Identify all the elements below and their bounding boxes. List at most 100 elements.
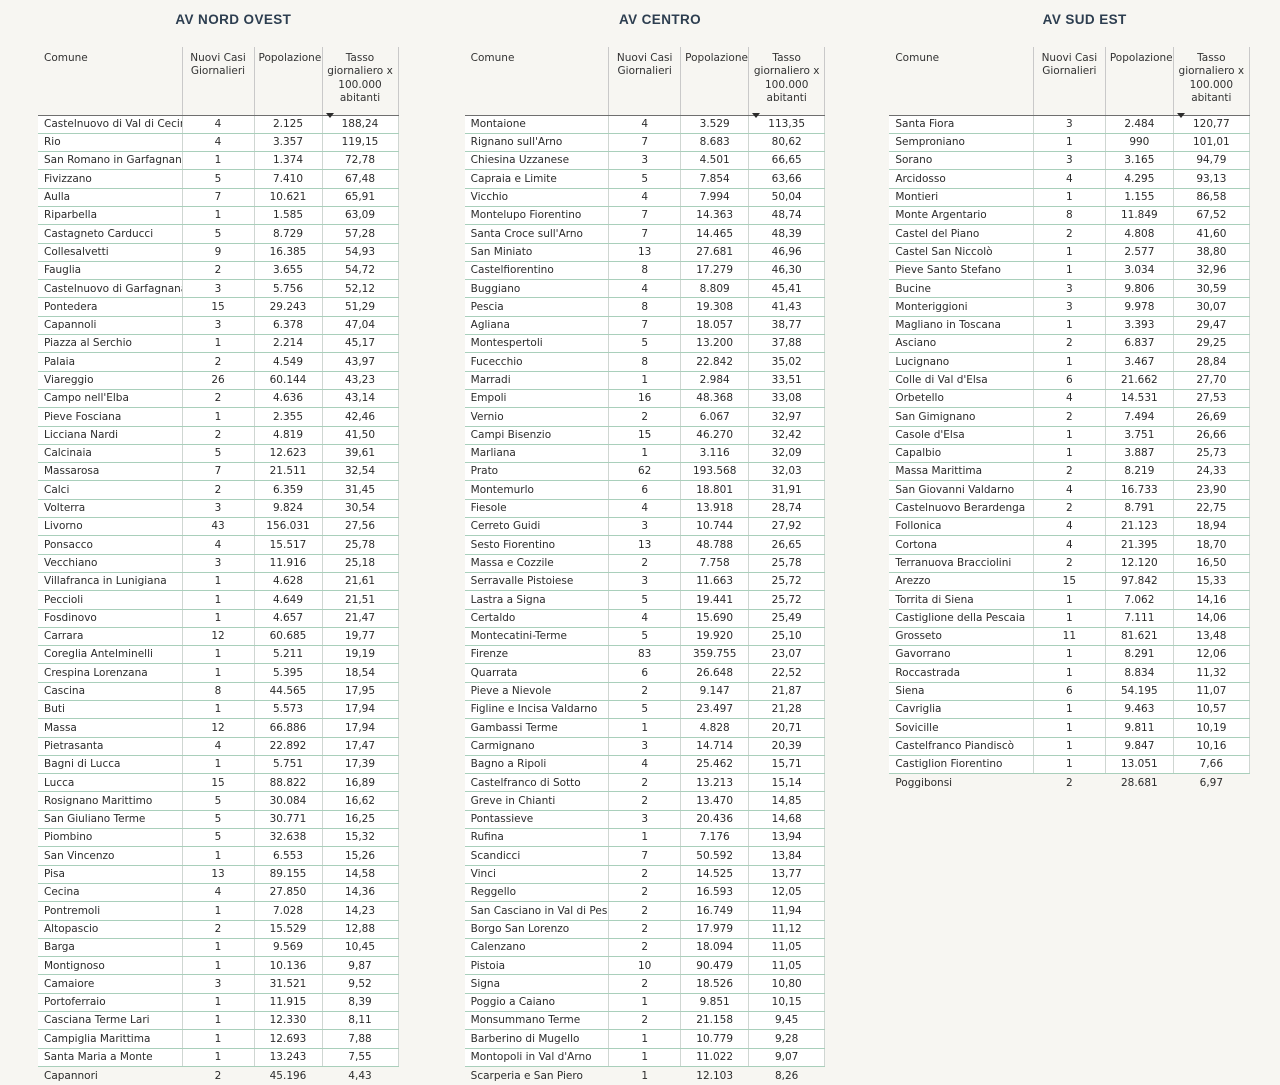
table-row[interactable]: Empoli 16 48.368 33,08 (464, 389, 826, 409)
table-row[interactable]: Pieve a Nievole 2 9.147 21,87 (464, 682, 826, 702)
table-row[interactable]: Palaia 2 4.549 43,97 (38, 352, 399, 372)
table-row[interactable]: Campi Bisenzio 15 46.270 32,42 (464, 426, 826, 445)
table-row[interactable]: Terranuova Bracciolini 2 12.120 16,50 (889, 554, 1250, 573)
table-row[interactable]: Buti 1 5.573 17,94 (38, 700, 399, 720)
table-row[interactable]: Lastra a Signa 5 19.441 25,72 (464, 590, 826, 610)
table-row[interactable]: Piazza al Serchio 1 2.214 45,17 (38, 334, 399, 354)
table-row[interactable]: Agliana 7 18.057 38,77 (464, 316, 826, 336)
table-row[interactable]: Scandicci 7 50.592 13,84 (464, 846, 826, 866)
table-row[interactable]: Pisa 13 89.155 14,58 (38, 865, 399, 884)
column-header-popolazione[interactable]: Popolazione (254, 47, 323, 116)
table-row[interactable]: Cecina 4 27.850 14,36 (38, 883, 399, 903)
table-row[interactable]: Fivizzano 5 7.410 67,48 (38, 169, 399, 189)
table-row[interactable]: Signa 2 18.526 10,80 (464, 974, 826, 994)
table-row[interactable]: Lucca 15 88.822 16,89 (38, 773, 399, 793)
table-row[interactable]: San Miniato 13 27.681 46,96 (464, 243, 826, 262)
table-row[interactable]: Santa Fiora 3 2.484 120,77 (889, 115, 1250, 134)
table-row[interactable]: Montaione 4 3.529 113,35 (464, 115, 826, 134)
table-row[interactable]: Fauglia 2 3.655 54,72 (38, 261, 399, 281)
table-row[interactable]: Ponsacco 4 15.517 25,78 (38, 535, 399, 555)
sort-descending-arrow-icon[interactable] (752, 112, 761, 118)
table-row[interactable]: Altopascio 2 15.529 12,88 (38, 920, 399, 939)
table-row[interactable]: Borgo San Lorenzo 2 17.979 11,12 (464, 920, 826, 939)
table-row[interactable]: Capalbio 1 3.887 25,73 (889, 444, 1250, 464)
table-row[interactable]: Calenzano 2 18.094 11,05 (464, 938, 826, 958)
table-row[interactable]: Massa e Cozzile 2 7.758 25,78 (464, 554, 826, 573)
table-row[interactable]: Cortona 4 21.395 18,70 (889, 535, 1250, 555)
table-row[interactable]: Rufina 1 7.176 13,94 (464, 828, 826, 848)
table-row[interactable]: Pontedera 15 29.243 51,29 (38, 297, 399, 317)
table-row[interactable]: Capannori 2 45.196 4,43 (38, 1066, 398, 1084)
table-row[interactable]: Sorano 3 3.165 94,79 (889, 151, 1250, 171)
table-row[interactable]: Montemurlo 6 18.801 31,91 (464, 480, 826, 500)
table-row[interactable]: San Giovanni Valdarno 4 16.733 23,90 (889, 480, 1250, 500)
table-row[interactable]: Pistoia 10 90.479 11,05 (464, 956, 826, 976)
table-row[interactable]: Rignano sull'Arno 7 8.683 80,62 (464, 133, 826, 153)
sort-descending-arrow-icon[interactable] (1176, 112, 1185, 118)
table-row[interactable]: Arezzo 15 97.842 15,33 (889, 572, 1250, 592)
table-row[interactable]: Coreglia Antelminelli 1 5.211 19,19 (38, 645, 399, 665)
table-row[interactable]: Pescia 8 19.308 41,43 (464, 297, 826, 317)
table-row[interactable]: Portoferraio 1 11.915 8,39 (38, 993, 399, 1013)
table-row[interactable]: Capannoli 3 6.378 47,04 (38, 316, 399, 336)
table-row[interactable]: Crespina Lorenzana 1 5.395 18,54 (38, 663, 399, 683)
table-row[interactable]: Castiglion Fiorentino 1 13.051 7,66 (889, 755, 1250, 775)
table-row[interactable]: Barberino di Mugello 1 10.779 9,28 (464, 1029, 826, 1049)
table-row[interactable]: Poggibonsi 2 28.681 6,97 (889, 774, 1249, 792)
table-row[interactable]: Reggello 2 16.593 12,05 (464, 883, 826, 903)
column-header-nuovi-casi[interactable]: Nuovi Casi Giornalieri (608, 47, 682, 116)
table-row[interactable]: Cerreto Guidi 3 10.744 27,92 (464, 517, 826, 537)
table-row[interactable]: Roccastrada 1 8.834 11,32 (889, 663, 1250, 683)
table-row[interactable]: Carmignano 3 14.714 20,39 (464, 737, 826, 756)
table-row[interactable]: Castelfiorentino 8 17.279 46,30 (464, 261, 826, 281)
table-row[interactable]: Grosseto 11 81.621 13,48 (889, 627, 1250, 647)
column-header-tasso[interactable]: Tasso giornaliero x 100.000 abitanti (1173, 47, 1250, 118)
table-row[interactable]: Arcidosso 4 4.295 93,13 (889, 169, 1250, 189)
table-row[interactable]: Certaldo 4 15.690 25,49 (464, 609, 826, 628)
column-header-comune[interactable]: Comune (464, 47, 610, 116)
table-row[interactable]: Volterra 3 9.824 30,54 (38, 499, 399, 519)
table-row[interactable]: Fucecchio 8 22.842 35,02 (464, 352, 826, 372)
table-row[interactable]: Siena 6 54.195 11,07 (889, 682, 1250, 702)
table-row[interactable]: Fiesole 4 13.918 28,74 (464, 499, 826, 519)
table-row[interactable]: Bagni di Lucca 1 5.751 17,39 (38, 755, 399, 775)
table-row[interactable]: Montespertoli 5 13.200 37,88 (464, 334, 826, 354)
table-row[interactable]: Scarperia e San Piero 1 12.103 8,26 (465, 1066, 825, 1084)
table-row[interactable]: Vicchio 4 7.994 50,04 (464, 188, 826, 207)
table-row[interactable]: Bucine 3 9.806 30,59 (889, 279, 1250, 299)
table-row[interactable]: Quarrata 6 26.648 22,52 (464, 663, 826, 683)
table-row[interactable]: Castelfranco Piandiscò 1 9.847 10,16 (889, 737, 1250, 756)
table-row[interactable]: Bagno a Ripoli 4 25.462 15,71 (464, 755, 826, 775)
table-row[interactable]: Pietrasanta 4 22.892 17,47 (38, 737, 399, 756)
column-header-comune[interactable]: Comune (38, 47, 183, 116)
table-row[interactable]: San Casciano in Val di Pesa 2 16.749 11,94 (464, 901, 826, 921)
table-row[interactable]: Prato 62 193.568 32,03 (464, 462, 826, 482)
table-row[interactable]: Livorno 43 156.031 27,56 (38, 517, 399, 537)
table-row[interactable]: Rio 4 3.357 119,15 (38, 133, 399, 153)
table-row[interactable]: Vernio 2 6.067 32,97 (464, 407, 826, 427)
table-row[interactable]: Lucignano 1 3.467 28,84 (889, 352, 1250, 372)
table-row[interactable]: Monte Argentario 8 11.849 67,52 (889, 206, 1250, 226)
table-row[interactable]: Castelnuovo Berardenga 2 8.791 22,75 (889, 499, 1250, 519)
table-row[interactable]: Montopoli in Val d'Arno 1 11.022 9,07 (464, 1048, 826, 1067)
table-row[interactable]: Chiesina Uzzanese 3 4.501 66,65 (464, 151, 826, 171)
table-row[interactable]: Vinci 2 14.525 13,77 (464, 865, 826, 884)
table-row[interactable]: Collesalvetti 9 16.385 54,93 (38, 243, 399, 262)
table-row[interactable]: Greve in Chianti 2 13.470 14,85 (464, 791, 826, 811)
column-header-tasso[interactable]: Tasso giornaliero x 100.000 abitanti (748, 47, 826, 118)
table-row[interactable]: Villafranca in Lunigiana 1 4.628 21,61 (38, 572, 399, 592)
table-row[interactable]: Cavriglia 1 9.463 10,57 (889, 700, 1250, 720)
table-row[interactable]: Figline e Incisa Valdarno 5 23.497 21,28 (464, 700, 826, 720)
table-row[interactable]: Castelfranco di Sotto 2 13.213 15,14 (464, 773, 826, 793)
table-row[interactable]: Calcinaia 5 12.623 39,61 (38, 444, 399, 464)
table-row[interactable]: Montecatini-Terme 5 19.920 25,10 (464, 627, 826, 647)
column-header-tasso[interactable]: Tasso giornaliero x 100.000 abitanti (322, 47, 399, 118)
table-row[interactable]: San Giuliano Terme 5 30.771 16,25 (38, 810, 399, 830)
table-row[interactable]: Gambassi Terme 1 4.828 20,71 (464, 718, 826, 738)
table-row[interactable]: Pontremoli 1 7.028 14,23 (38, 901, 399, 921)
table-row[interactable]: Castel San Niccolò 1 2.577 38,80 (889, 243, 1250, 262)
table-row[interactable]: Rosignano Marittimo 5 30.084 16,62 (38, 791, 399, 811)
table-row[interactable]: San Vincenzo 1 6.553 15,26 (38, 846, 399, 866)
table-row[interactable]: Cascina 8 44.565 17,95 (38, 682, 399, 702)
table-row[interactable]: Santa Croce sull'Arno 7 14.465 48,39 (464, 224, 826, 244)
